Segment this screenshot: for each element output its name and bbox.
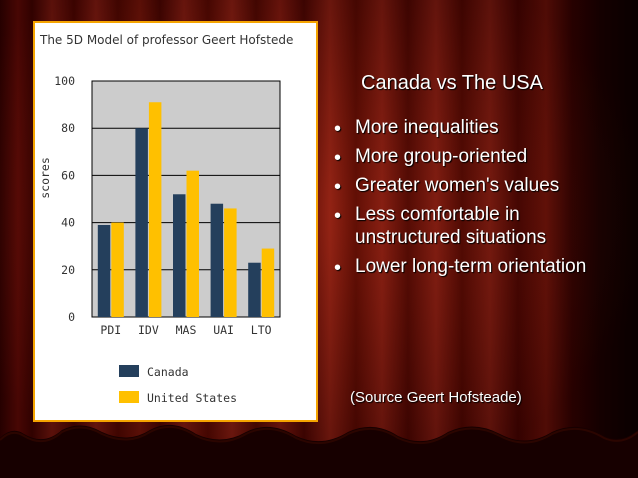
plot-area: 0 20 40 60 80 100 PDI IDV MAS UAI LTO	[54, 74, 280, 337]
bullet-item: • More inequalities	[328, 116, 628, 139]
bar-united-states-mas	[187, 171, 200, 317]
legend-swatch	[119, 391, 139, 403]
bar-canada-pdi	[98, 225, 111, 317]
chart-title: The 5D Model of professor Geert Hofstede	[39, 33, 293, 47]
bullet-item: • More group-oriented	[328, 145, 628, 168]
bullet-icon: •	[334, 120, 341, 138]
x-tick-label: UAI	[213, 323, 234, 337]
x-tick-label: IDV	[138, 323, 159, 337]
y-tick-label: 100	[54, 74, 75, 88]
slide-heading: Canada vs The USA	[361, 72, 543, 95]
bullet-text: Lower long-term orientation	[355, 256, 586, 277]
x-tick-label: PDI	[100, 323, 121, 337]
legend-label: Canada	[147, 365, 189, 379]
bar-united-states-uai	[224, 208, 237, 317]
bar-united-states-idv	[149, 102, 162, 317]
bullet-icon: •	[334, 178, 341, 196]
bar-united-states-lto	[262, 249, 275, 317]
y-tick-label: 80	[61, 121, 75, 135]
bullet-text: More inequalities	[355, 117, 499, 138]
legend-swatch	[119, 365, 139, 377]
chart-panel: The 5D Model of professor Geert Hofstede…	[33, 21, 318, 422]
bullet-icon: •	[334, 149, 341, 167]
bar-united-states-pdi	[111, 223, 124, 317]
x-tick-label: LTO	[251, 323, 272, 337]
bar-canada-lto	[248, 263, 261, 317]
x-tick-label: MAS	[176, 323, 197, 337]
bullet-item: • Less comfortable in unstructured situat…	[328, 203, 628, 249]
bar-canada-uai	[211, 204, 224, 317]
bullet-text: Less comfortable in unstructured situati…	[355, 204, 546, 248]
y-tick-label: 20	[61, 263, 75, 277]
bullet-list: • More inequalities • More group-oriented …	[328, 116, 628, 284]
bar-chart: The 5D Model of professor Geert Hofstede…	[35, 23, 316, 420]
y-axis-label: scores	[38, 157, 52, 199]
bullet-item: • Lower long-term orientation	[328, 255, 628, 278]
bullet-text: Greater women's values	[355, 175, 559, 196]
bar-canada-idv	[135, 128, 148, 317]
legend-label: United States	[147, 391, 237, 405]
y-tick-label: 60	[61, 168, 75, 182]
y-tick-label: 40	[61, 216, 75, 230]
bullet-item: • Greater women's values	[328, 174, 628, 197]
bullet-icon: •	[334, 207, 341, 225]
bar-canada-mas	[173, 194, 186, 317]
bullet-icon: •	[334, 259, 341, 277]
bullet-text: More group-oriented	[355, 146, 527, 167]
y-tick-label: 0	[68, 310, 75, 324]
source-note: (Source Geert Hofsteade)	[350, 389, 522, 406]
chart-legend: Canada United States	[119, 365, 237, 405]
